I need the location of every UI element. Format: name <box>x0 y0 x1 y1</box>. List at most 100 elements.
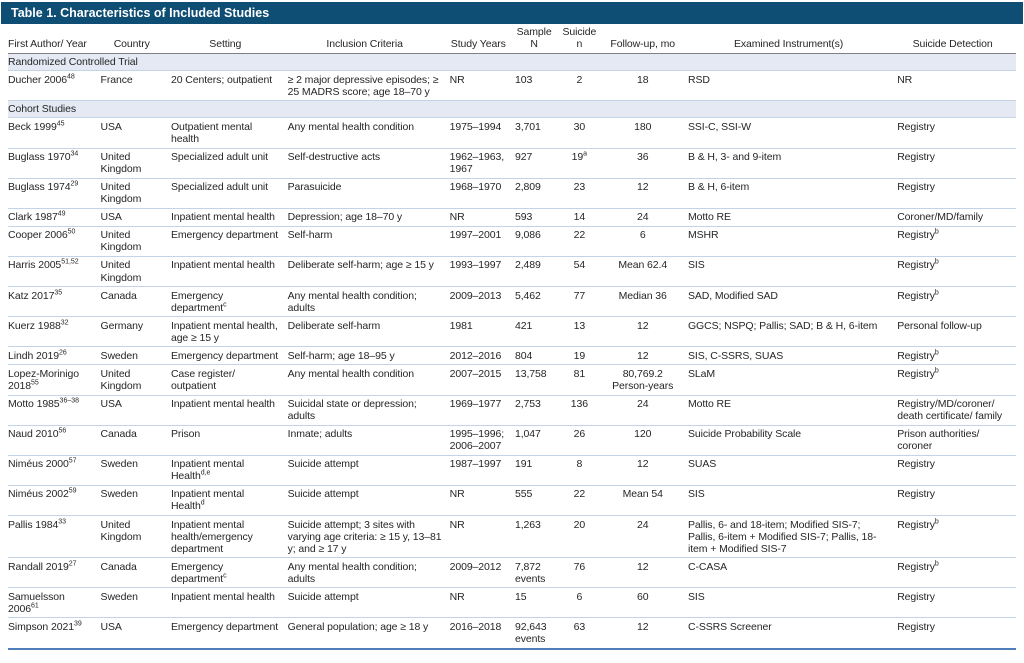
cell-country: France <box>100 73 133 86</box>
cell-years: 1987–1997 <box>449 458 502 471</box>
cell-detection: Registryb <box>897 287 1016 317</box>
cell-followup: 12 <box>636 560 649 573</box>
cell-author: Katz 201735 <box>8 287 101 317</box>
cell-inclusion: Deliberate self-harm <box>287 319 381 332</box>
cell-sample: 927 <box>514 151 533 163</box>
cell-text: Registry <box>897 259 935 272</box>
cell-sample: 421 <box>514 319 533 332</box>
cell-suicide: 19a <box>561 148 605 178</box>
cell-setting: Inpatient mental health <box>170 259 275 272</box>
cell-inclusion: Any mental health condition <box>287 367 414 380</box>
cell-followup: 6 <box>639 229 646 242</box>
cell-sample: 13,758 <box>514 367 547 380</box>
cell-years: NR <box>449 73 465 86</box>
footnote-superscript: 26 <box>58 349 67 357</box>
cell-text: Registry <box>897 289 935 302</box>
table-row: Beck 199945 USA Outpatient mental health An… <box>8 117 1016 148</box>
cell-inclusion: Any mental health condition; adults <box>287 560 417 585</box>
footnote-superscript: 55 <box>30 379 39 387</box>
cell-detection: Registry <box>897 458 935 471</box>
table-row: Kuerz 198832 Germany Inpatient mental heal… <box>8 316 1016 347</box>
cell-followup: 12 <box>636 620 649 633</box>
cell-author: Niméus 200259 <box>8 485 101 515</box>
cell-setting: Specialized adult unit <box>170 181 268 194</box>
cell-instruments: Motto RE <box>687 211 731 224</box>
footnote-superscript: b <box>934 258 939 266</box>
col-header-examined-instruments: Examined Instrument(s) <box>687 24 898 55</box>
cell-setting: Emergency department <box>170 229 279 242</box>
table-row: Motto 198536–38 USA Inpatient mental healt… <box>8 395 1016 425</box>
table-row: Buglass 197429 United Kingdom Specialized … <box>8 178 1016 208</box>
cell-text: Kuerz 1988 <box>8 319 61 332</box>
cell-inclusion: Inmate; adults <box>287 428 353 441</box>
table-row: Niméus 200259 Sweden Inpatient mental Heal… <box>8 485 1016 515</box>
cell-setting: Inpatient mental health <box>170 398 275 410</box>
cell-country: USA <box>100 620 122 633</box>
cell-suicide: 22 <box>573 229 586 242</box>
col-header-suicide-detection: Suicide Detection <box>897 24 1016 55</box>
cell-inclusion: Self-harm <box>287 229 333 242</box>
cell-sample: 9,086 <box>514 229 541 242</box>
cell-author: Kuerz 198832 <box>8 317 101 347</box>
table-row: Samuelsson 200661 Sweden Inpatient mental … <box>8 587 1016 618</box>
cell-author: Samuelsson 200661 <box>8 588 101 618</box>
cell-instruments: B & H, 3- and 9-item <box>687 151 782 163</box>
cell-detection: Registryb <box>897 226 1016 256</box>
cell-instruments: SIS <box>687 590 705 603</box>
footnote-superscript: d <box>200 499 205 507</box>
cell-years: 1962–1963, 1967 <box>449 151 505 176</box>
cell-country: United Kingdom <box>100 259 142 284</box>
cell-inclusion: ≥ 2 major depressive episodes; ≥ 25 MADR… <box>287 73 439 98</box>
cell-instruments: RSD <box>687 73 710 86</box>
col-header-study-years: Study Years <box>449 24 515 55</box>
footnote-superscript: 56 <box>58 427 67 435</box>
table-row: Cooper 200650 United Kingdom Emergency dep… <box>8 226 1016 256</box>
footnote-superscript: 50 <box>67 228 76 236</box>
cell-author: Beck 199945 <box>8 118 101 148</box>
cell-instruments: C-CASA <box>687 560 728 573</box>
cell-suicide: 8 <box>576 458 583 471</box>
footnote-superscript: b <box>934 560 939 568</box>
col-header-first-author-year: First Author/ Year <box>8 24 101 55</box>
cell-sample: 191 <box>514 458 533 471</box>
cell-text: Ducher 2006 <box>8 73 68 86</box>
section-label: Randomized Controlled Trial <box>8 53 1016 71</box>
cell-suicide: 23 <box>573 181 586 194</box>
table-body: Randomized Controlled Trial Ducher 200648… <box>8 53 1016 649</box>
cell-author: Naud 201056 <box>8 425 101 455</box>
cell-followup: 24 <box>636 211 649 224</box>
cell-text: Pallis 1984 <box>8 518 59 531</box>
cell-years: 1993–1997 <box>449 259 502 272</box>
cell-setting: Inpatient mental health <box>170 590 275 603</box>
footnote-superscript: a <box>583 150 588 158</box>
cell-inclusion: Suicide attempt <box>287 488 359 501</box>
cell-detection: Registry <box>897 151 935 163</box>
cell-instruments: C-SSRS Screener <box>687 620 772 633</box>
cell-country: United Kingdom <box>100 229 142 254</box>
cell-author: Simpson 202139 <box>8 618 101 649</box>
cell-author: Lindh 201926 <box>8 347 101 365</box>
cell-text: Registry <box>897 518 935 531</box>
cell-followup: 180 <box>634 120 652 133</box>
table-title: Table 1. Characteristics of Included Stu… <box>1 2 1023 24</box>
footnote-superscript: b <box>934 228 939 236</box>
cell-followup: 18 <box>636 73 649 86</box>
cell-text: Beck 1999 <box>8 120 57 133</box>
cell-country: United Kingdom <box>100 151 142 176</box>
cell-instruments: GGCS; NSPQ; Pallis; SAD; B & H, 6-item <box>687 319 878 332</box>
cell-inclusion: Suicide attempt <box>287 458 359 471</box>
cell-sample: 2,809 <box>514 181 541 194</box>
cell-detection: Registryb <box>897 365 1016 395</box>
cell-instruments: SIS, C-SSRS, SUAS <box>687 349 784 362</box>
cell-text: Samuelsson 2006 <box>8 590 65 615</box>
cell-sample: 2,489 <box>514 259 541 272</box>
cell-instruments: Motto RE <box>687 398 731 410</box>
cell-text: 19 <box>571 151 584 163</box>
table-row: Buglass 197034 United Kingdom Specialized … <box>8 148 1016 178</box>
cell-sample: 593 <box>514 211 533 224</box>
cell-years: 2012–2016 <box>449 349 502 362</box>
cell-followup: 12 <box>636 319 649 332</box>
cell-country: Canada <box>100 428 137 441</box>
section-row: Cohort Studies <box>8 100 1016 118</box>
